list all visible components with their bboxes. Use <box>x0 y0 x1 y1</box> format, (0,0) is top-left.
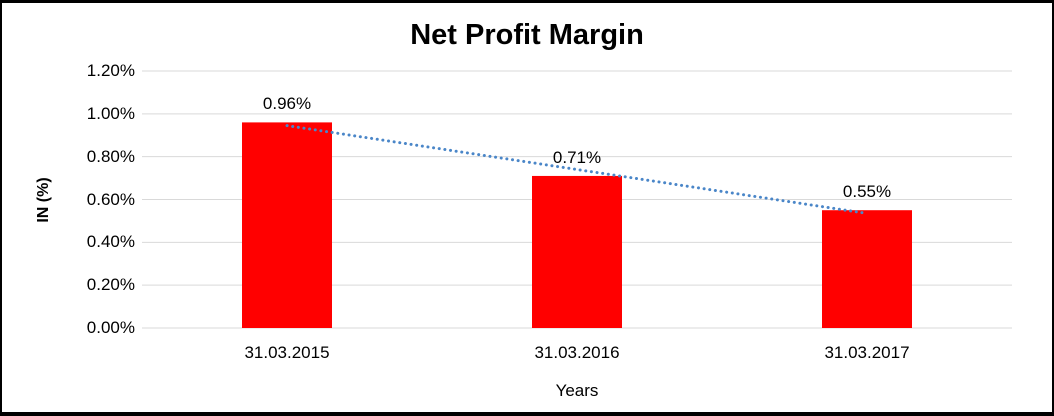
y-tick-label: 1.00% <box>86 103 135 123</box>
y-tick-label: 0.80% <box>86 146 135 166</box>
chart-title: Net Profit Margin <box>410 19 644 51</box>
x-category-label: 31.03.2015 <box>244 343 330 362</box>
y-tick-label: 0.20% <box>86 275 135 295</box>
bar-value-label: 0.96% <box>262 94 312 114</box>
y-tick-label: 0.40% <box>86 232 135 252</box>
plot-area <box>142 70 1012 329</box>
y-tick-label: 0.60% <box>86 189 135 209</box>
bar <box>242 122 332 329</box>
x-category-label: 31.03.2017 <box>824 343 910 362</box>
bar <box>532 175 622 328</box>
x-category-label: 31.03.2016 <box>534 343 620 362</box>
bar <box>822 210 912 328</box>
y-tick-label: 0.00% <box>86 318 135 337</box>
bar-value-label: 0.71% <box>552 147 602 167</box>
x-axis-title: Years <box>555 381 599 400</box>
trendline <box>285 124 869 215</box>
y-tick-label: 1.20% <box>86 61 135 80</box>
bar-value-label: 0.55% <box>842 182 892 202</box>
